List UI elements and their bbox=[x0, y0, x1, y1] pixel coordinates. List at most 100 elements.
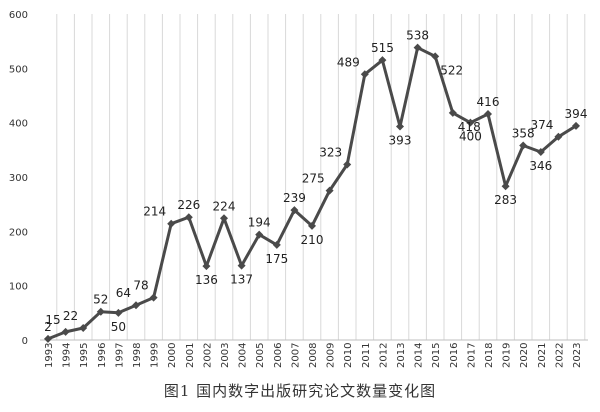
data-point-marker bbox=[413, 43, 422, 52]
x-tick-label: 2021 bbox=[537, 343, 548, 368]
series-group bbox=[44, 43, 580, 343]
x-tick-label: 2007 bbox=[290, 343, 301, 368]
data-point-marker bbox=[96, 307, 105, 316]
data-point-marker bbox=[360, 70, 369, 79]
data-point-marker bbox=[431, 52, 440, 61]
data-point-marker bbox=[378, 56, 387, 65]
data-label: 323 bbox=[319, 146, 342, 160]
data-point-marker bbox=[554, 132, 563, 141]
data-point-marker bbox=[132, 301, 140, 310]
data-label: 283 bbox=[494, 193, 517, 207]
y-tick-label: 600 bbox=[9, 10, 28, 21]
data-point-marker bbox=[290, 206, 299, 215]
x-tick-label: 2019 bbox=[502, 343, 513, 368]
data-label: 374 bbox=[530, 118, 553, 132]
data-label: 22 bbox=[63, 309, 78, 323]
x-tick-label: 1994 bbox=[62, 343, 73, 368]
data-point-marker bbox=[114, 308, 123, 317]
x-tick-label: 1995 bbox=[79, 343, 90, 368]
x-axis-ticks: 1993 1994 1995 1996 1997 1998 1999 2000 2001 2002… bbox=[44, 343, 583, 368]
data-label: 64 bbox=[116, 286, 131, 300]
x-tick-label: 2020 bbox=[519, 343, 530, 368]
x-tick-label: 2006 bbox=[273, 343, 284, 368]
data-label: 210 bbox=[301, 233, 324, 247]
data-label: 15 bbox=[45, 313, 60, 327]
x-tick-label: 2002 bbox=[202, 343, 213, 368]
data-point-marker bbox=[519, 141, 528, 150]
y-tick-label: 300 bbox=[9, 173, 28, 184]
data-label: 226 bbox=[177, 198, 200, 212]
x-tick-label: 2012 bbox=[378, 343, 389, 368]
data-label: 418 bbox=[458, 120, 481, 134]
x-tick-label: 2004 bbox=[238, 343, 249, 368]
x-tick-label: 2016 bbox=[449, 343, 460, 368]
data-point-marker bbox=[202, 262, 211, 271]
x-tick-label: 2013 bbox=[396, 343, 407, 368]
data-label: 214 bbox=[143, 205, 166, 219]
data-point-marker bbox=[536, 148, 545, 157]
data-label: 137 bbox=[230, 273, 253, 287]
y-tick-label: 400 bbox=[9, 119, 28, 130]
data-label: 224 bbox=[213, 199, 236, 213]
gridlines bbox=[56, 14, 586, 340]
data-label: 393 bbox=[389, 133, 412, 147]
data-label: 50 bbox=[111, 320, 126, 334]
data-point-marker bbox=[466, 118, 475, 127]
data-label: 52 bbox=[93, 293, 108, 307]
x-tick-label: 1997 bbox=[114, 343, 125, 368]
data-point-marker bbox=[61, 327, 70, 336]
x-tick-label: 2010 bbox=[343, 343, 354, 368]
data-label: 400 bbox=[459, 130, 482, 144]
data-label: 194 bbox=[248, 216, 271, 230]
y-tick-label: 0 bbox=[22, 336, 28, 347]
x-tick-label: 2015 bbox=[431, 343, 442, 368]
data-point-marker bbox=[272, 240, 281, 249]
data-label: 239 bbox=[283, 191, 306, 205]
data-point-marker bbox=[448, 108, 457, 117]
x-tick-label: 1999 bbox=[150, 343, 161, 368]
x-tick-label: 2011 bbox=[361, 343, 372, 368]
x-tick-label: 2009 bbox=[326, 343, 337, 368]
data-label: 275 bbox=[302, 172, 325, 186]
x-tick-label: 2017 bbox=[466, 343, 477, 368]
data-label: 416 bbox=[477, 95, 500, 109]
line-chart: 0 100 200 300 400 500 600 1993 1994 1995 1996 1997… bbox=[9, 10, 588, 368]
data-point-marker bbox=[572, 121, 580, 130]
data-label: 515 bbox=[371, 41, 394, 55]
data-point-marker bbox=[396, 122, 404, 131]
x-tick-label: 2023 bbox=[572, 343, 583, 368]
data-point-marker bbox=[343, 160, 352, 169]
data-label: 2 bbox=[44, 320, 52, 334]
x-tick-label: 2000 bbox=[167, 343, 178, 368]
data-point-marker bbox=[484, 109, 492, 118]
x-tick-label: 1993 bbox=[44, 343, 55, 368]
y-tick-label: 100 bbox=[9, 282, 28, 293]
data-point-marker bbox=[501, 182, 510, 191]
x-tick-label: 2022 bbox=[554, 343, 565, 368]
data-point-marker bbox=[79, 324, 88, 333]
data-label: 489 bbox=[337, 55, 360, 69]
data-label: 175 bbox=[265, 252, 288, 266]
x-tick-label: 2003 bbox=[220, 343, 231, 368]
x-tick-label: 2014 bbox=[414, 343, 425, 368]
data-point-marker bbox=[308, 221, 316, 230]
data-point-marker bbox=[325, 186, 334, 195]
data-point-marker bbox=[149, 293, 158, 302]
data-label: 358 bbox=[512, 126, 535, 140]
x-tick-label: 1996 bbox=[97, 343, 108, 368]
data-label: 346 bbox=[529, 159, 552, 173]
data-point-marker bbox=[167, 219, 176, 228]
figure-caption: 图1 国内数字出版研究论文数量变化图 bbox=[163, 382, 437, 400]
x-tick-label: 2008 bbox=[308, 343, 319, 368]
data-label: 394 bbox=[565, 107, 588, 121]
data-label: 78 bbox=[133, 279, 148, 293]
x-tick-label: 2005 bbox=[255, 343, 266, 368]
x-tick-label: 2001 bbox=[185, 343, 196, 368]
y-tick-label: 500 bbox=[9, 64, 28, 75]
y-tick-label: 200 bbox=[9, 227, 28, 238]
x-tick-label: 1998 bbox=[132, 343, 143, 368]
data-point-marker bbox=[220, 214, 228, 223]
x-tick-label: 2018 bbox=[484, 343, 495, 368]
data-point-marker bbox=[255, 230, 264, 239]
